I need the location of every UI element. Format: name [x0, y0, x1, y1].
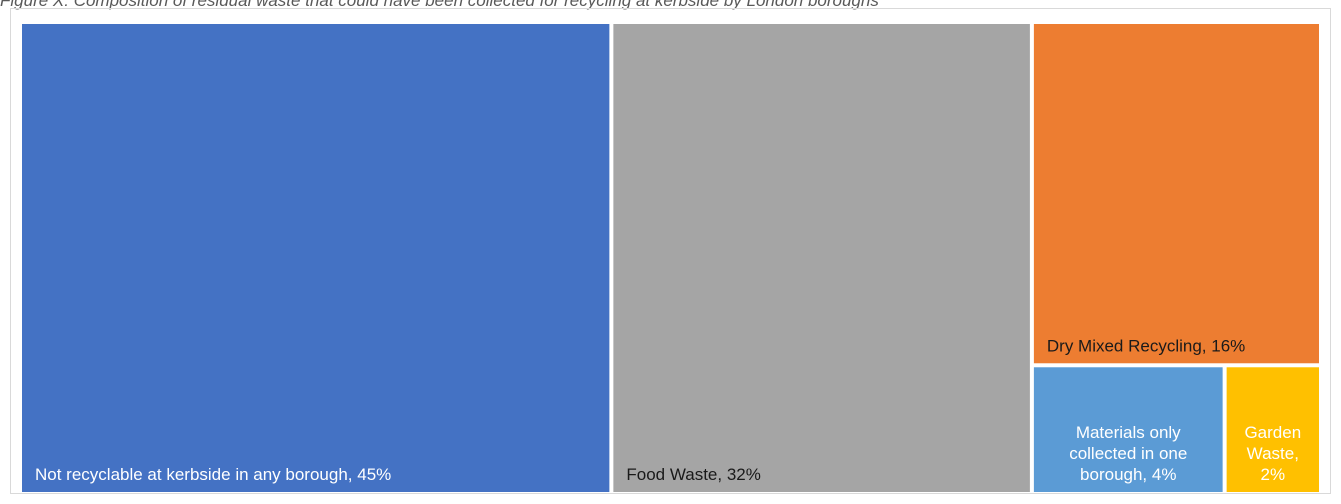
treemap-label-line: 2%	[1261, 465, 1286, 484]
treemap-label-line: Garden	[1244, 423, 1301, 442]
treemap-tile-garden-waste	[1226, 367, 1319, 492]
treemap-tile-not-recyclable-at-kerbside-in-any-borough	[22, 24, 610, 492]
treemap-tile-materials-only-collected-in-one-borough	[1033, 367, 1223, 492]
treemap-label-line: borough, 4%	[1080, 465, 1176, 484]
treemap-label-dry-mixed-recycling: Dry Mixed Recycling, 16%	[1047, 336, 1245, 355]
treemap-label-line: collected in one	[1069, 444, 1187, 463]
treemap-label-materials-only-collected-in-one-borough: Materials only collected in one borough, 4…	[1069, 423, 1187, 484]
chart-frame	[10, 8, 1331, 494]
treemap-tile-food-waste	[613, 24, 1030, 492]
treemap-label-line: Waste,	[1247, 444, 1299, 463]
treemap-label-line: Materials only	[1076, 423, 1181, 442]
treemap-label-garden-waste: Garden Waste, 2%	[1244, 423, 1301, 484]
treemap-tile-dry-mixed-recycling	[1033, 24, 1319, 364]
treemap-label-not-recyclable-at-kerbside-in-any-borough: Not recyclable at kerbside in any boroug…	[35, 465, 391, 484]
treemap-label-food-waste: Food Waste, 32%	[626, 465, 761, 484]
chart-caption: Figure X: Composition of residual waste …	[0, 0, 879, 10]
